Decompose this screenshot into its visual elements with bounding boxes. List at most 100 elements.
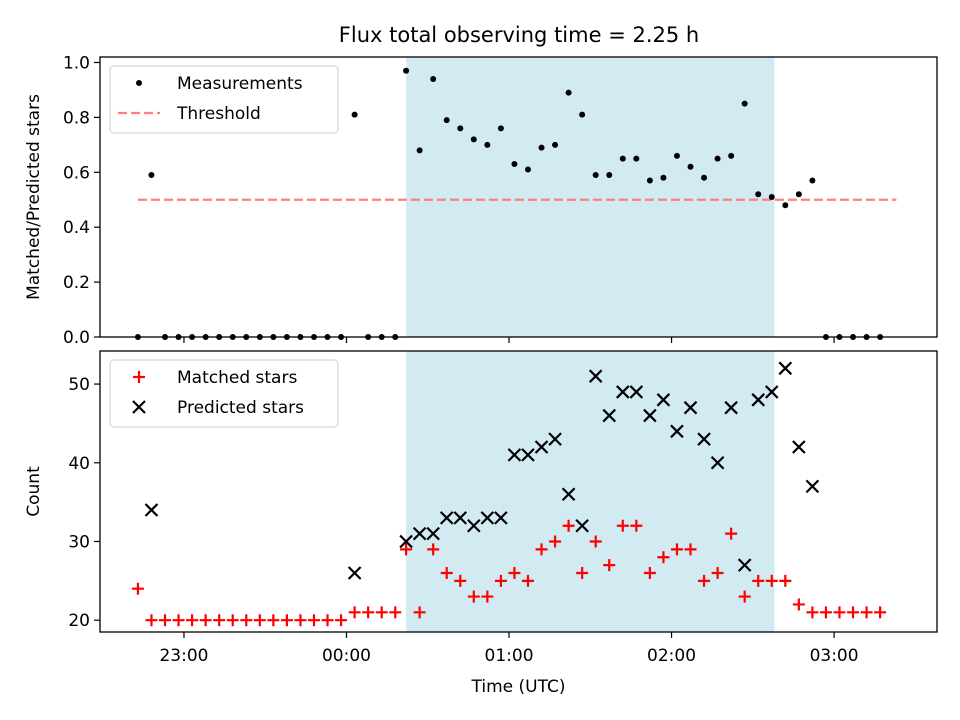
matched-star-marker: [454, 574, 467, 587]
x-axis-label: Time (UTC): [471, 677, 566, 697]
measurement-point: [768, 194, 775, 200]
legend-dot-marker: [136, 80, 142, 86]
predicted-star-marker: [521, 448, 535, 462]
matched-star-marker: [806, 606, 819, 619]
measurement-point: [403, 67, 410, 74]
measurement-point: [673, 152, 680, 159]
matched-star-marker: [362, 606, 375, 619]
measurement-point: [430, 75, 437, 82]
matched-star-marker: [549, 535, 562, 548]
y-axis-label: Count: [24, 466, 44, 517]
matched-star-marker: [413, 606, 426, 619]
predicted-star-marker: [453, 511, 468, 525]
y-tick-label: 0.2: [63, 273, 90, 293]
predicted-star-marker: [144, 503, 159, 517]
matched-star-marker: [494, 574, 507, 587]
chart-title: Flux total observing time = 2.25 h: [339, 23, 699, 47]
matched-star-marker: [440, 566, 453, 579]
axes-frame: [99, 56, 938, 338]
x-tick-label: 23:00: [159, 646, 208, 666]
y-tick-label: 20: [68, 611, 90, 631]
measurement-point: [633, 155, 640, 162]
measurement-point: [741, 100, 748, 107]
measurement-point: [579, 111, 586, 118]
predicted-star-marker: [347, 566, 362, 580]
matched-star-marker: [603, 559, 616, 572]
matched-star-marker: [172, 614, 185, 627]
legend-box: [109, 359, 339, 428]
measurement-point: [351, 111, 358, 118]
legend-label: Measurements: [177, 74, 303, 94]
measurement-point: [714, 155, 721, 162]
predicted-star-marker: [710, 455, 725, 470]
predicted-star-marker: [778, 361, 793, 376]
measurement-point: [782, 202, 789, 209]
top-panel: 0.0 0.2 0.4 0.6 0.8 1.0 Matched/Predicted star…: [24, 53, 938, 348]
y-tick-label: 50: [68, 375, 90, 395]
matched-star-marker: [562, 519, 575, 532]
matched-star-marker: [847, 606, 860, 619]
matched-star-marker: [186, 614, 199, 627]
measurement-point: [687, 163, 694, 170]
matched-star-marker: [226, 614, 239, 627]
measurement-point: [565, 89, 572, 96]
measurement-point: [795, 191, 802, 198]
predicted-star-marker: [467, 518, 481, 533]
x-tick-label: 02:00: [647, 646, 696, 666]
matched-star-marker: [725, 527, 738, 540]
predicted-star-marker: [534, 440, 549, 454]
y-tick-label: 0.0: [63, 328, 90, 348]
legend-plus-marker: [133, 371, 145, 383]
measurement-point: [755, 191, 762, 198]
matched-star-marker: [348, 606, 361, 619]
matched-star-marker: [267, 614, 280, 627]
predicted-star-marker: [439, 511, 454, 525]
matched-star-marker: [630, 519, 643, 532]
measurement-point: [538, 144, 545, 151]
matched-star-marker: [698, 574, 711, 587]
axes-frame: [99, 350, 938, 633]
matched-star-marker: [253, 614, 266, 627]
matched-star-marker: [874, 606, 887, 619]
matched-star-marker: [576, 566, 589, 579]
predicted-star-marker: [575, 518, 589, 533]
predicted-star-marker: [561, 487, 576, 502]
matched-star-marker: [616, 519, 629, 532]
y-tick-label: 0.4: [63, 218, 90, 238]
measurement-point: [646, 177, 653, 184]
predicted-star-marker: [737, 558, 752, 572]
matched-star-marker: [670, 543, 683, 556]
measurement-point: [443, 117, 450, 124]
predicted-star-marker: [724, 400, 738, 415]
measurement-point: [148, 172, 155, 179]
matched-star-marker: [427, 543, 440, 556]
predicted-star-marker: [751, 393, 766, 407]
predicted-star-marker: [507, 448, 522, 462]
predicted-star-marker: [480, 511, 495, 525]
matched-star-marker: [199, 614, 212, 627]
legend-label: Predicted stars: [177, 398, 304, 418]
matched-star-marker: [779, 574, 792, 587]
measurement-point: [416, 147, 423, 154]
predicted-star-marker: [670, 424, 684, 439]
observing-window-band: [406, 351, 775, 632]
matched-star-marker: [752, 574, 765, 587]
matched-star-marker: [589, 535, 602, 548]
matched-star-marker: [145, 614, 158, 627]
legend-label: Matched stars: [177, 368, 297, 388]
measurement-point: [524, 166, 531, 173]
legend-x-marker: [132, 400, 146, 414]
matched-star-marker: [535, 543, 548, 556]
matched-star-marker: [131, 582, 144, 595]
y-tick-label: 30: [68, 532, 90, 552]
matched-star-marker: [684, 543, 697, 556]
measurement-point: [660, 174, 667, 181]
predicted-star-marker: [548, 432, 562, 446]
matched-star-marker: [335, 614, 348, 627]
matched-star-marker: [467, 590, 480, 603]
x-tick-label: 03:00: [810, 646, 859, 666]
matched-star-marker: [481, 590, 494, 603]
predicted-star-marker: [643, 408, 657, 423]
legend-box: [109, 65, 339, 134]
matched-star-marker: [294, 614, 307, 627]
